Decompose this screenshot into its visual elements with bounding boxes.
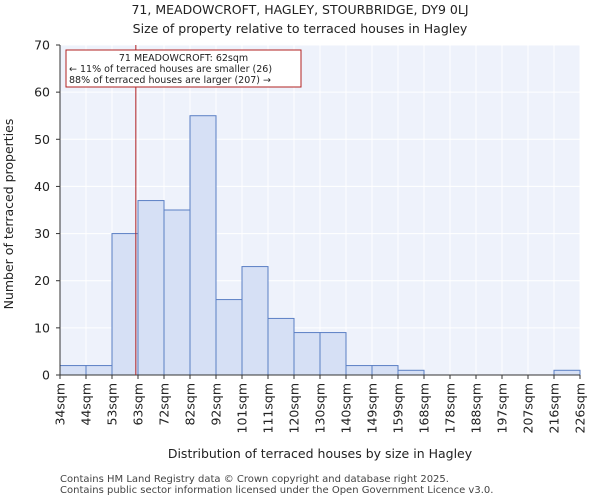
- bar: [215, 299, 243, 376]
- annotation-box: [65, 49, 302, 88]
- x-tick-label: 53sqm: [105, 383, 120, 426]
- x-tick-label: 207sqm: [521, 383, 536, 433]
- bar: [189, 115, 217, 376]
- x-axis-label: Distribution of terraced houses by size …: [168, 446, 473, 461]
- bar: [85, 365, 113, 376]
- x-tick-label: 197sqm: [495, 383, 510, 433]
- y-tick-label: 30: [34, 226, 50, 241]
- x-tick-label: 72sqm: [157, 383, 172, 426]
- annotation-line: 71 MEADOWCROFT: 62sqm: [119, 53, 248, 64]
- footer-line-2: Contains public sector information licen…: [60, 485, 494, 496]
- x-tick-label: 101sqm: [235, 383, 250, 433]
- x-tick-label: 63sqm: [131, 383, 146, 426]
- chart-subtitle: Size of property relative to terraced ho…: [133, 21, 468, 36]
- bar: [241, 266, 269, 376]
- y-tick-label: 40: [34, 179, 50, 194]
- x-tick-label: 188sqm: [469, 383, 484, 433]
- bar: [163, 209, 191, 376]
- x-tick-label: 178sqm: [443, 383, 458, 433]
- y-tick-label: 60: [34, 85, 50, 100]
- x-tick-label: 130sqm: [313, 383, 328, 433]
- x-tick-label: 226sqm: [573, 383, 588, 433]
- footer: Contains HM Land Registry data © Crown c…: [60, 474, 493, 496]
- bar: [397, 369, 425, 376]
- bar: [267, 317, 295, 376]
- y-tick-label: 10: [34, 320, 50, 335]
- bar: [371, 365, 399, 376]
- bar: [111, 233, 139, 376]
- x-tick-label: 149sqm: [365, 383, 380, 433]
- x-tick-label: 140sqm: [339, 383, 354, 433]
- annotation-line: ← 11% of terraced houses are smaller (26…: [69, 64, 272, 75]
- annotation-line: 88% of terraced houses are larger (207) …: [69, 75, 271, 86]
- bars: [59, 115, 581, 376]
- x-tick-label: 111sqm: [261, 383, 276, 433]
- x-tick-label: 34sqm: [53, 383, 68, 426]
- y-tick-label: 70: [34, 38, 50, 53]
- x-tick-label: 120sqm: [287, 383, 302, 433]
- bar: [319, 332, 347, 376]
- y-tick-label: 20: [34, 273, 50, 288]
- x-tick-label: 216sqm: [547, 383, 562, 433]
- x-tick-label: 44sqm: [79, 383, 94, 426]
- y-tick-label: 50: [34, 132, 50, 147]
- bar: [59, 365, 87, 376]
- x-tick-label: 92sqm: [209, 383, 224, 426]
- y-tick-label: 0: [42, 368, 50, 383]
- bar: [137, 200, 165, 376]
- bar: [345, 365, 373, 376]
- chart-title: 71, MEADOWCROFT, HAGLEY, STOURBRIDGE, DY…: [131, 2, 468, 17]
- marker: 71 MEADOWCROFT: 62sqm← 11% of terraced h…: [65, 45, 302, 375]
- footer-line-1: Contains HM Land Registry data © Crown c…: [60, 474, 449, 485]
- bar: [293, 332, 321, 376]
- axes: 0 10 20 30 40 50 60 70 34sqm 44sqm 53sqm 63sqm 72sqm…: [34, 38, 587, 434]
- x-tick-label: 82sqm: [183, 383, 198, 426]
- bar: [553, 369, 581, 376]
- y-axis-label: Number of terraced properties: [1, 119, 16, 310]
- x-tick-label: 168sqm: [417, 383, 432, 433]
- x-tick-label: 159sqm: [391, 383, 406, 433]
